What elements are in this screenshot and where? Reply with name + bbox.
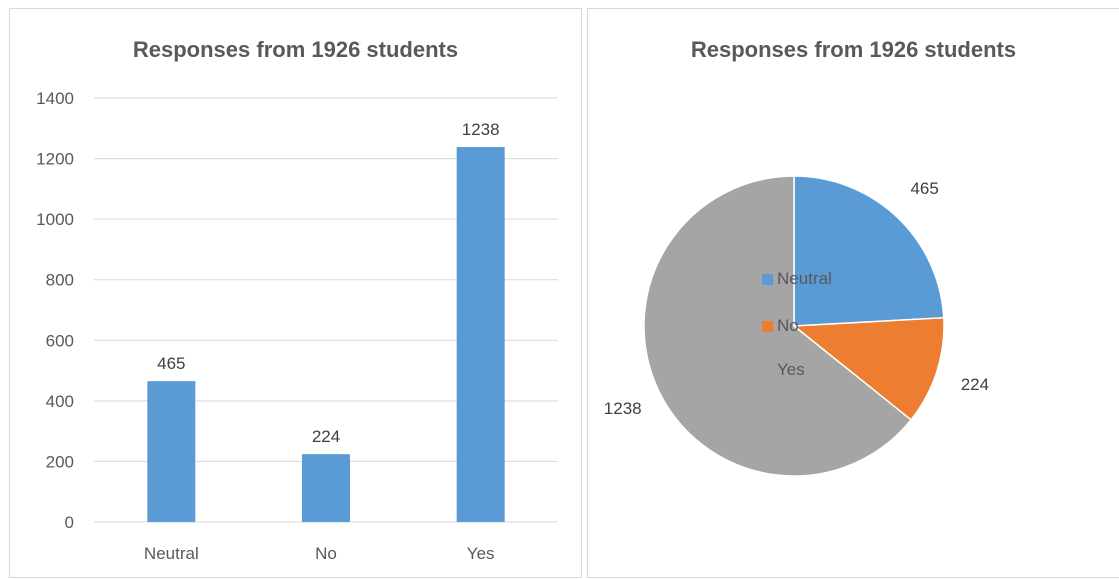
legend-swatch-yes <box>762 364 773 376</box>
y-tick-label-0: 0 <box>65 513 74 532</box>
y-tick-label-200: 200 <box>46 452 74 471</box>
pie-chart-panel: Responses from 1926 students 465 224 1238 <box>587 8 1119 578</box>
legend-item-neutral: Neutral <box>762 268 832 290</box>
y-tick-label-400: 400 <box>46 392 74 411</box>
pie-slice-neutral <box>793 175 945 327</box>
y-tick-label-800: 800 <box>46 271 74 290</box>
legend-label-neutral: Neutral <box>777 269 832 288</box>
legend-item-no: No <box>762 315 799 337</box>
bar-data-label-yes: 1238 <box>462 120 500 139</box>
y-tick-label-1400: 1400 <box>36 89 74 108</box>
legend-swatch-no <box>762 320 773 332</box>
bar-chart: 0 200 400 600 800 1000 1200 1400 465 Neutral 224 No… <box>36 89 558 563</box>
bar-no <box>302 454 350 522</box>
pie-chart-title: Responses from 1926 students <box>690 37 1017 62</box>
pie-chart: 465 224 1238 <box>604 175 989 477</box>
pie-data-label-neutral: 465 <box>910 179 938 198</box>
bar-neutral <box>147 381 196 522</box>
bar-data-label-neutral: 465 <box>157 354 185 373</box>
legend-label-no: No <box>777 316 799 335</box>
x-tick-label-no: No <box>315 544 337 563</box>
bar-chart-panel: Responses from 1926 students 0 200 400 600 8… <box>9 8 582 578</box>
bar-yes <box>456 147 505 522</box>
legend-label-yes: Yes <box>777 360 805 379</box>
legend-item-yes: Yes <box>762 359 805 381</box>
bar-chart-title: Responses from 1926 students <box>132 37 459 62</box>
pie-legend: Neutral No Yes <box>762 0 902 578</box>
x-tick-label-yes: Yes <box>467 544 495 563</box>
y-tick-label-600: 600 <box>46 331 74 350</box>
pie-slice-yes <box>643 175 913 477</box>
pie-slice-no <box>792 317 945 421</box>
legend-swatch-neutral <box>762 273 773 285</box>
x-tick-label-neutral: Neutral <box>144 544 199 563</box>
bar-data-label-no: 224 <box>312 427 340 446</box>
y-tick-label-1000: 1000 <box>36 210 74 229</box>
pie-data-label-no: 224 <box>961 375 989 394</box>
pie-data-label-yes: 1238 <box>604 399 642 418</box>
y-tick-label-1200: 1200 <box>36 150 74 169</box>
